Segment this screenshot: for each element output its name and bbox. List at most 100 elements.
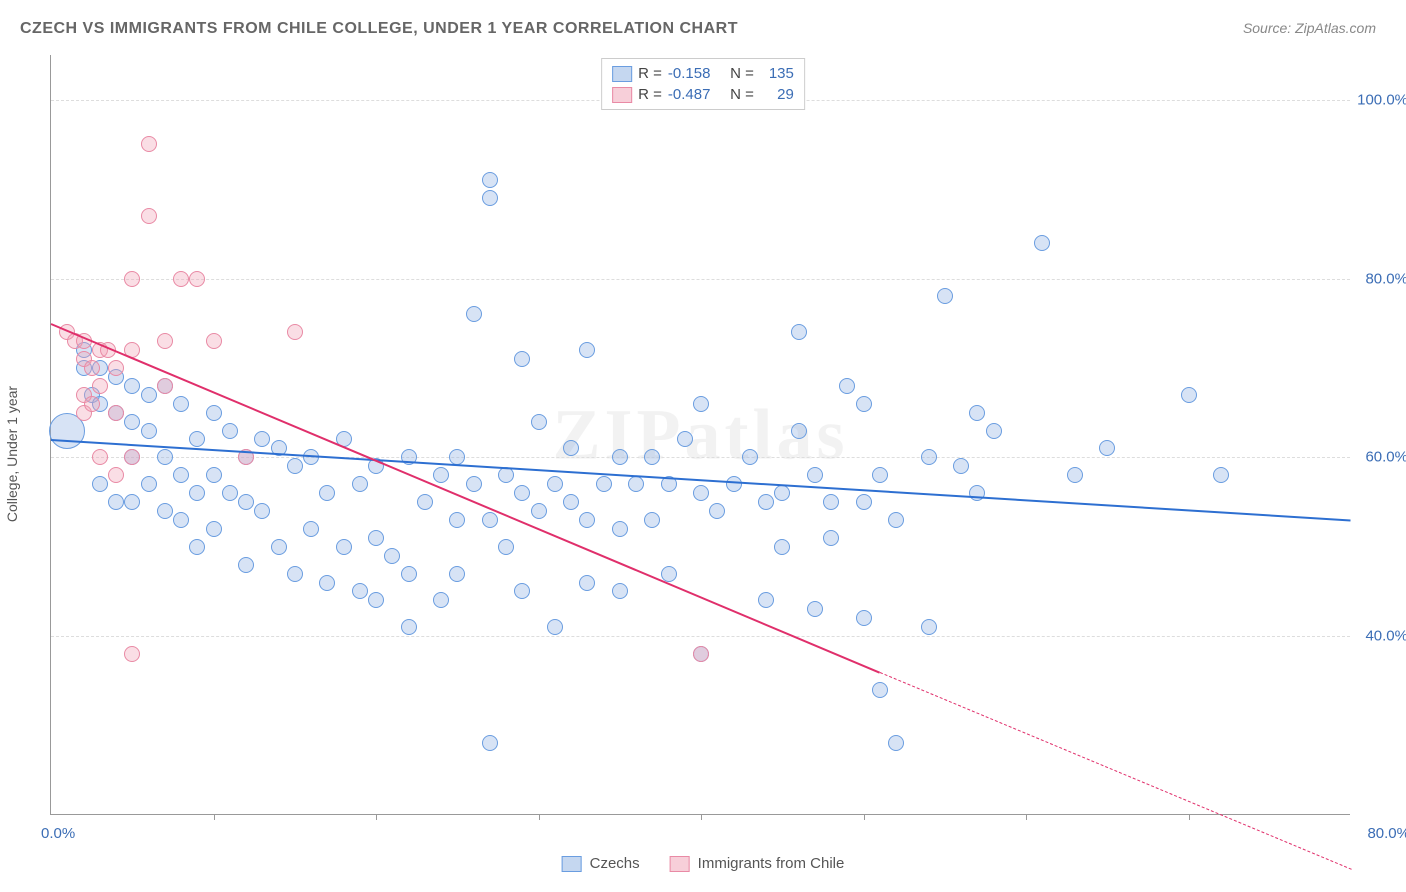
x-tick-mark bbox=[214, 814, 215, 820]
data-point bbox=[433, 592, 449, 608]
data-point bbox=[206, 521, 222, 537]
data-point bbox=[287, 566, 303, 582]
data-point bbox=[319, 575, 335, 591]
data-point bbox=[189, 271, 205, 287]
data-point bbox=[303, 521, 319, 537]
data-point bbox=[1213, 467, 1229, 483]
data-point bbox=[206, 467, 222, 483]
data-point bbox=[173, 467, 189, 483]
data-point bbox=[872, 467, 888, 483]
data-point bbox=[222, 423, 238, 439]
data-point bbox=[124, 378, 140, 394]
legend-label: Immigrants from Chile bbox=[698, 855, 845, 872]
data-point bbox=[921, 449, 937, 465]
data-point bbox=[921, 619, 937, 635]
legend-n-label: N = bbox=[726, 86, 754, 103]
data-point bbox=[449, 566, 465, 582]
data-point bbox=[238, 557, 254, 573]
data-point bbox=[108, 360, 124, 376]
data-point bbox=[547, 619, 563, 635]
legend-label: Czechs bbox=[590, 855, 640, 872]
grid-line bbox=[51, 636, 1350, 637]
data-point bbox=[693, 396, 709, 412]
x-tick-mark bbox=[539, 814, 540, 820]
data-point bbox=[189, 539, 205, 555]
data-point bbox=[677, 431, 693, 447]
data-point bbox=[124, 646, 140, 662]
data-point bbox=[693, 485, 709, 501]
data-point bbox=[1067, 467, 1083, 483]
data-point bbox=[693, 646, 709, 662]
data-point bbox=[514, 583, 530, 599]
data-point bbox=[482, 512, 498, 528]
data-point bbox=[124, 271, 140, 287]
data-point bbox=[108, 494, 124, 510]
data-point bbox=[124, 494, 140, 510]
y-tick-label: 100.0% bbox=[1357, 91, 1406, 108]
data-point bbox=[336, 539, 352, 555]
data-point bbox=[856, 494, 872, 510]
data-point bbox=[498, 539, 514, 555]
data-point bbox=[547, 476, 563, 492]
data-point bbox=[498, 467, 514, 483]
data-point bbox=[1034, 235, 1050, 251]
data-point bbox=[872, 682, 888, 698]
data-point bbox=[92, 378, 108, 394]
legend-n-value: 29 bbox=[760, 86, 794, 103]
x-tick-mark bbox=[1026, 814, 1027, 820]
data-point bbox=[482, 172, 498, 188]
data-point bbox=[563, 440, 579, 456]
data-point bbox=[173, 271, 189, 287]
data-point bbox=[206, 405, 222, 421]
data-point bbox=[108, 467, 124, 483]
legend-swatch bbox=[612, 87, 632, 103]
data-point bbox=[774, 539, 790, 555]
data-point bbox=[774, 485, 790, 501]
legend-swatch bbox=[612, 66, 632, 82]
data-point bbox=[368, 592, 384, 608]
data-point bbox=[141, 476, 157, 492]
data-point bbox=[84, 360, 100, 376]
source-attribution: Source: ZipAtlas.com bbox=[1243, 20, 1376, 36]
data-point bbox=[596, 476, 612, 492]
chart-title: CZECH VS IMMIGRANTS FROM CHILE COLLEGE, … bbox=[20, 20, 738, 38]
data-point bbox=[1099, 440, 1115, 456]
data-point bbox=[612, 449, 628, 465]
data-point bbox=[368, 530, 384, 546]
legend-r-value: -0.487 bbox=[668, 86, 720, 103]
data-point bbox=[888, 512, 904, 528]
series-legend: Czechs Immigrants from Chile bbox=[562, 855, 845, 872]
legend-n-value: 135 bbox=[760, 65, 794, 82]
data-point bbox=[92, 476, 108, 492]
legend-swatch bbox=[670, 856, 690, 872]
data-point bbox=[108, 405, 124, 421]
data-point bbox=[466, 306, 482, 322]
x-tick-mark bbox=[701, 814, 702, 820]
data-point bbox=[807, 467, 823, 483]
data-point bbox=[661, 566, 677, 582]
data-point bbox=[287, 458, 303, 474]
data-point bbox=[287, 324, 303, 340]
data-point bbox=[417, 494, 433, 510]
legend-item: Immigrants from Chile bbox=[670, 855, 845, 872]
data-point bbox=[141, 423, 157, 439]
data-point bbox=[157, 333, 173, 349]
x-tick-mark bbox=[1189, 814, 1190, 820]
data-point bbox=[1181, 387, 1197, 403]
data-point bbox=[433, 467, 449, 483]
data-point bbox=[839, 378, 855, 394]
data-point bbox=[254, 431, 270, 447]
data-point bbox=[141, 387, 157, 403]
data-point bbox=[449, 512, 465, 528]
data-point bbox=[758, 592, 774, 608]
data-point bbox=[124, 449, 140, 465]
data-point bbox=[141, 208, 157, 224]
legend-item: Czechs bbox=[562, 855, 640, 872]
chart-container: CZECH VS IMMIGRANTS FROM CHILE COLLEGE, … bbox=[0, 0, 1406, 892]
data-point bbox=[514, 485, 530, 501]
data-point bbox=[84, 396, 100, 412]
data-point bbox=[206, 333, 222, 349]
legend-row: R =-0.487 N =29 bbox=[612, 84, 794, 105]
data-point bbox=[791, 324, 807, 340]
data-point bbox=[579, 342, 595, 358]
